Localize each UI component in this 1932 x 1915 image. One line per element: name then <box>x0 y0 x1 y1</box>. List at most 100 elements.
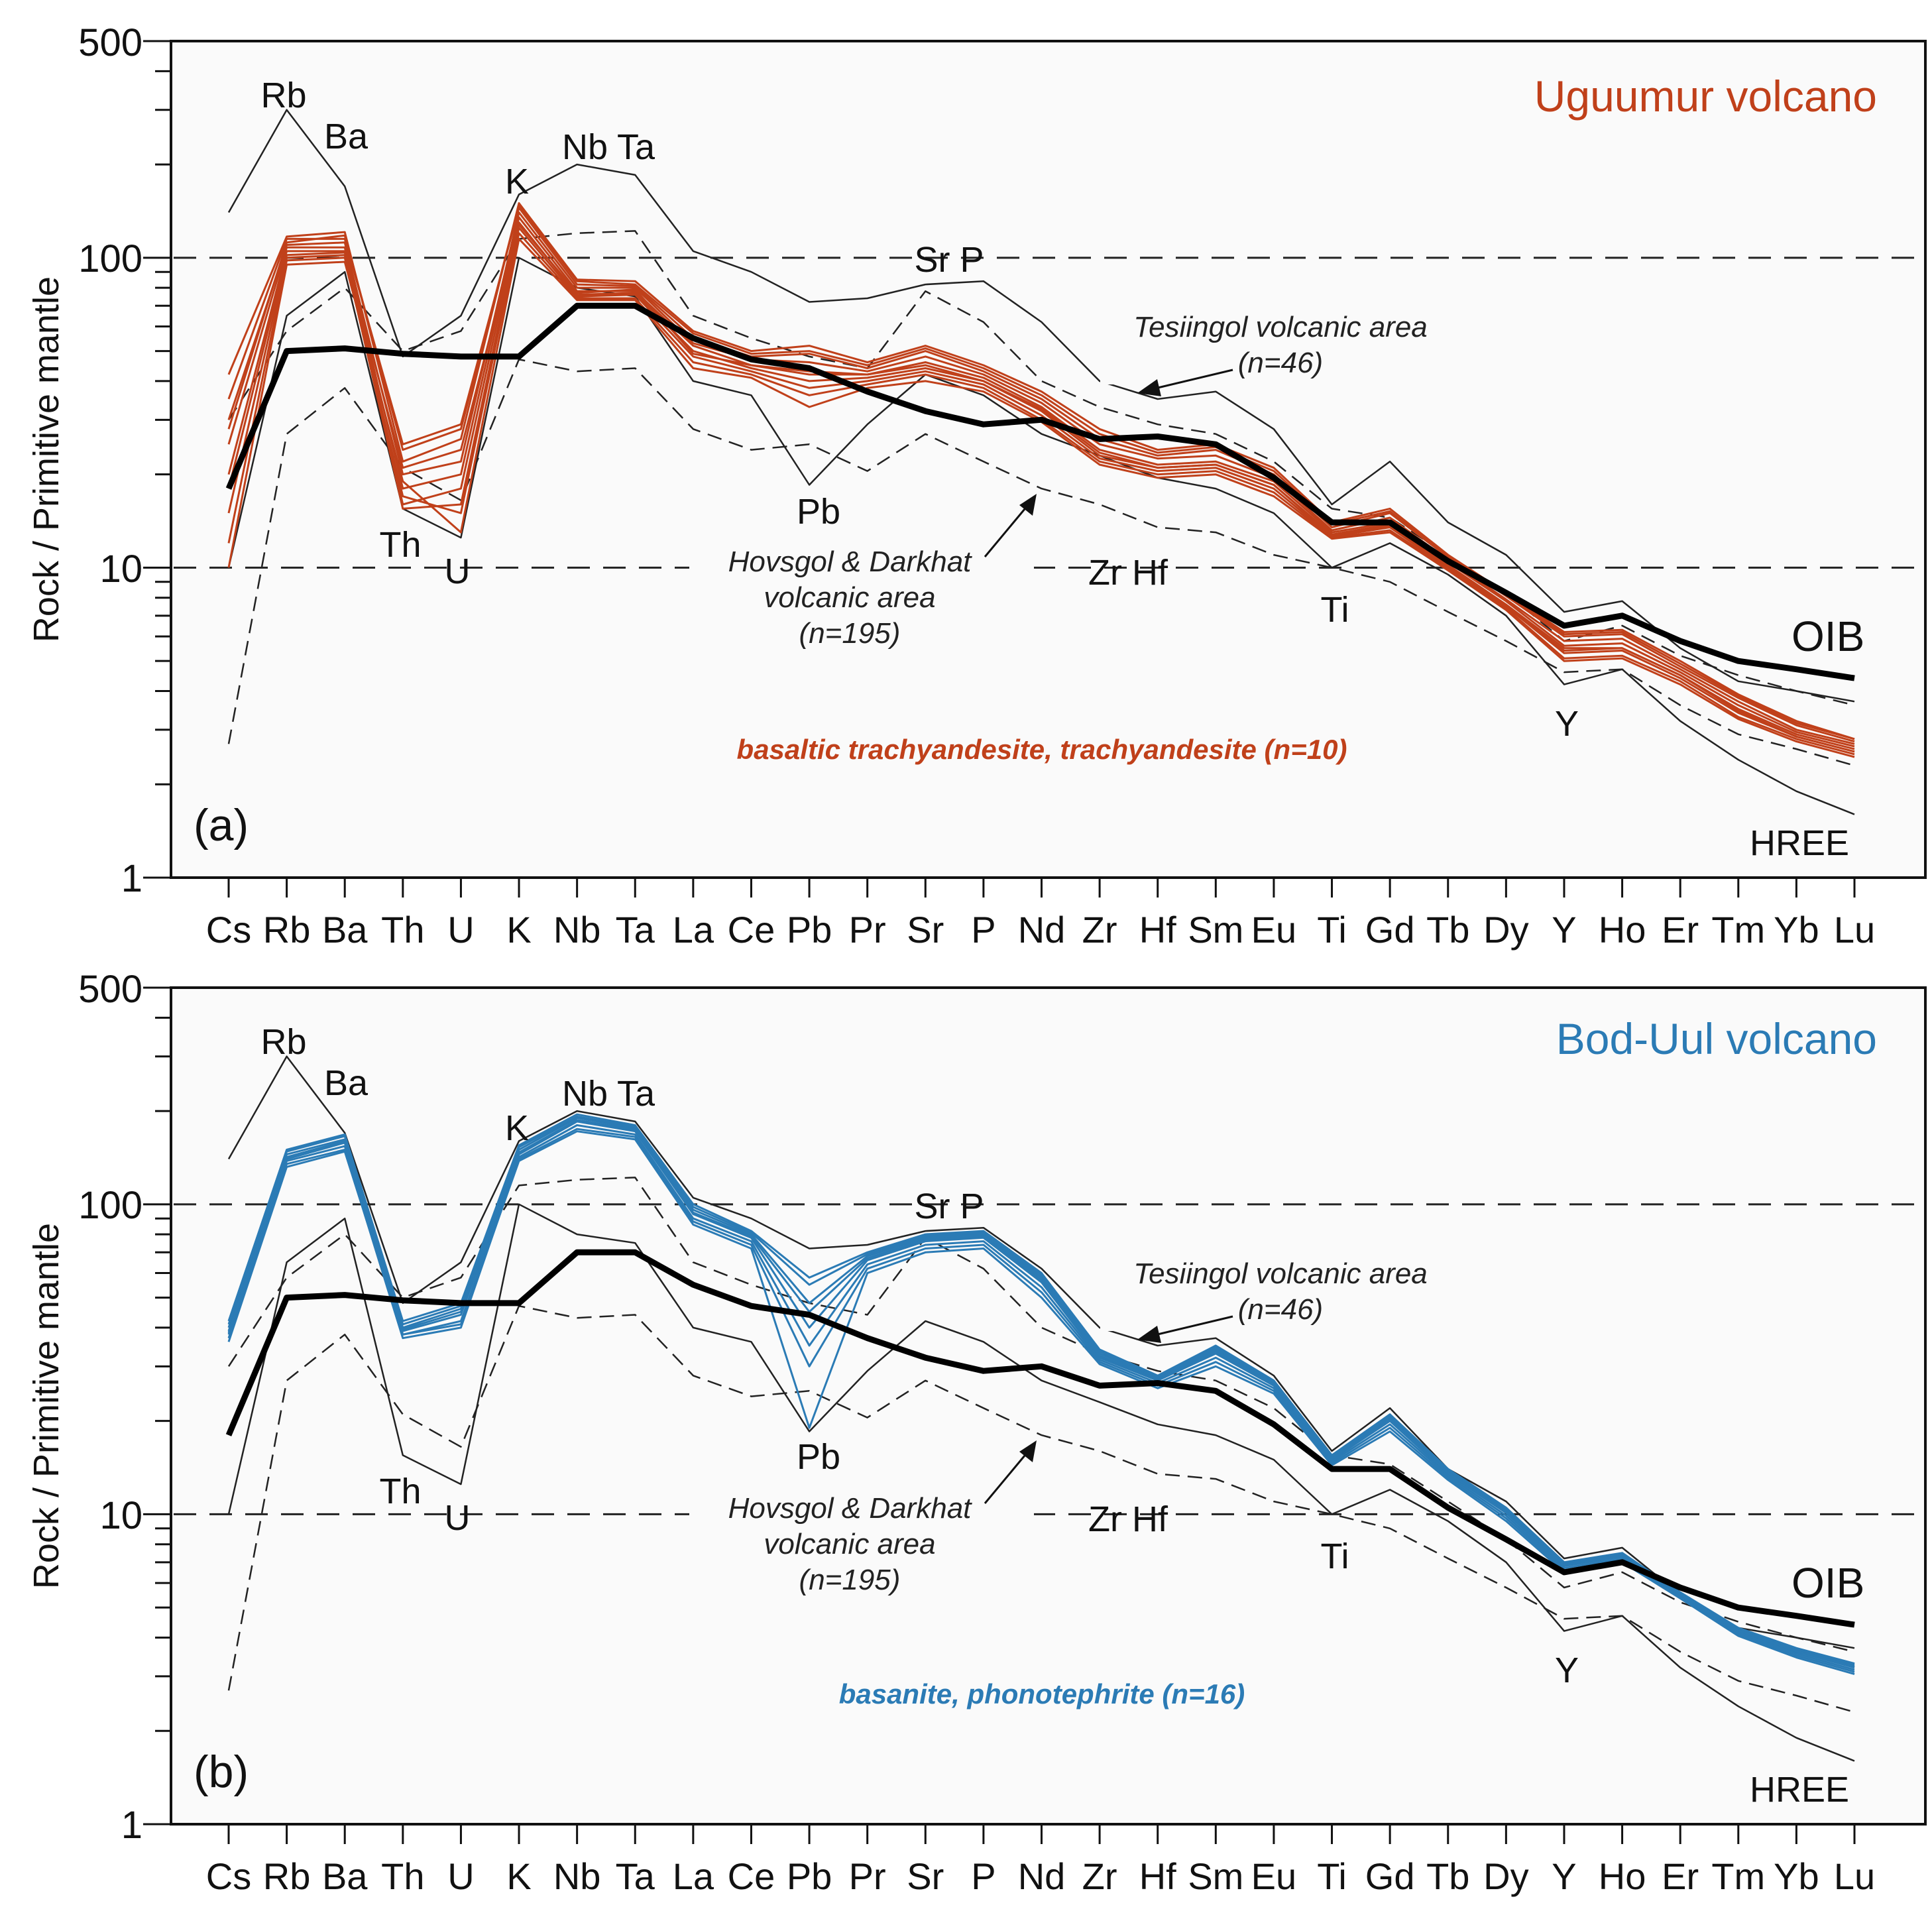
x-tick-label-th: Th <box>381 909 424 951</box>
panel-a-hovsgol-arrowhead <box>1019 494 1037 516</box>
x-tick-label-dy: Dy <box>1483 1855 1528 1897</box>
x-tick-label-nd: Nd <box>1018 1855 1066 1897</box>
panel-a-ytick-100: 100 <box>78 237 142 280</box>
x-tick-label-y: Y <box>1552 909 1576 951</box>
x-tick-label-k: K <box>506 1855 531 1897</box>
panel-b-tesiingol-label-line1: Tesiingol volcanic area <box>1133 1257 1428 1290</box>
panel-b-y-axis-label: Rock / Primitive mantle <box>27 1223 66 1589</box>
series-line-uguumur-sample-9 <box>227 203 1855 740</box>
panel-b-ytick-500: 500 <box>78 968 142 1011</box>
x-tick-label-pb: Pb <box>787 909 832 951</box>
panel-a-tesiingol-arrowhead <box>1137 379 1161 396</box>
series-line-tesiingol-lower <box>227 1203 1855 1762</box>
x-tick-label-th: Th <box>381 1855 424 1897</box>
panel-b-label-rb: Rb <box>260 1022 306 1062</box>
x-tick-label-lu: Lu <box>1834 1855 1875 1897</box>
panel-a-hovsgol-arrow <box>984 500 1033 557</box>
x-tick-label-ce: Ce <box>728 1855 775 1897</box>
x-tick-label-pr: Pr <box>849 1855 886 1897</box>
panel-b-ytick-1: 1 <box>121 1804 142 1847</box>
panel-a-x-ticks: Cs Rb Ba Th U K Nb Ta La Ce Pb Pr Sr P Nd Zr Hf Sm Eu Ti Gd T… <box>206 878 1875 951</box>
x-tick-label-rb: Rb <box>263 909 311 951</box>
x-tick-label-zr: Zr <box>1082 909 1117 951</box>
x-tick-label-er: Er <box>1662 909 1699 951</box>
panel-b-label: (b) <box>194 1747 249 1797</box>
x-tick-label-pb: Pb <box>787 1855 832 1897</box>
panel-b-label-y: Y <box>1555 1651 1579 1690</box>
panel-a-rock-type: basaltic trachyandesite, trachyandesite … <box>737 734 1347 765</box>
series-line-hovsgol-lower <box>227 1305 1855 1713</box>
x-tick-label-tm: Tm <box>1711 909 1765 951</box>
x-tick-label-cs: Cs <box>206 909 251 951</box>
panel-b-label-ba: Ba <box>324 1063 369 1103</box>
x-tick-label-ti: Ti <box>1317 909 1347 951</box>
x-tick-label-ce: Ce <box>728 909 775 951</box>
series-line-bod-uul-sample-8 <box>227 1119 1855 1668</box>
panel-b-label-oib: OIB <box>1791 1559 1864 1607</box>
panel-b-label-u: U <box>445 1498 471 1538</box>
panel-a-series <box>225 109 1855 815</box>
x-tick-label-ho: Ho <box>1599 909 1646 951</box>
panel-a-label-srp: Sr P <box>914 240 984 280</box>
panel-b: Cs Rb Ba Th U K Nb Ta La Ce Pb Pr Sr P Nd Zr Hf Sm Eu Ti Gd T… <box>27 968 1927 1897</box>
x-tick-label-ta: Ta <box>616 1855 655 1897</box>
x-tick-label-ti: Ti <box>1317 1855 1347 1897</box>
series-line-uguumur-sample-3 <box>227 211 1855 745</box>
x-tick-label-y: Y <box>1552 1855 1576 1897</box>
panel-b-label-pb: Pb <box>797 1437 840 1477</box>
panel-a-y-axis-label: Rock / Primitive mantle <box>27 276 66 642</box>
x-tick-label-eu: Eu <box>1251 1855 1297 1897</box>
panel-a-hovsgol-label-line3: (n=195) <box>799 617 901 650</box>
panel-b-hovsgol-label-bg <box>689 1491 1034 1604</box>
panel-b-hovsgol-arrowhead <box>1019 1440 1037 1462</box>
panel-b-hovsgol-label-line3: (n=195) <box>799 1564 901 1596</box>
x-tick-label-hf: Hf <box>1139 1855 1176 1897</box>
x-tick-label-tb: Tb <box>1426 1855 1469 1897</box>
panel-a-y-ticks <box>143 40 171 879</box>
x-tick-label-sm: Sm <box>1188 1855 1243 1897</box>
series-line-uguumur-sample-6 <box>227 227 1855 753</box>
x-tick-label-sr: Sr <box>907 1855 944 1897</box>
x-tick-label-yb: Yb <box>1774 1855 1819 1897</box>
panel-b-ytick-10: 10 <box>99 1494 142 1537</box>
panel-a-label-ti: Ti <box>1321 590 1349 630</box>
panel-b-tesiingol-label-bg <box>1100 1258 1445 1331</box>
panel-b-title: Bod-Uul volcano <box>1556 1014 1877 1063</box>
panel-b-label-srp: Sr P <box>914 1187 984 1226</box>
series-line-uguumur-sample-5 <box>227 221 1855 750</box>
x-tick-label-cs: Cs <box>206 1855 251 1897</box>
panel-a-ytick-1: 1 <box>121 857 142 900</box>
panel-a-hovsgol-label-bg <box>689 545 1034 658</box>
panel-a-tesiingol-label-bg <box>1100 312 1445 384</box>
panel-a-tesiingol-label-line2: (n=46) <box>1238 347 1323 379</box>
x-tick-label-rb: Rb <box>263 1855 311 1897</box>
panel-b-y-ticks <box>143 986 171 1826</box>
panel-a-label-th: Th <box>379 525 421 565</box>
x-tick-label-sm: Sm <box>1188 909 1243 951</box>
panel-b-label-ti: Ti <box>1321 1537 1349 1576</box>
x-tick-label-yb: Yb <box>1774 909 1819 951</box>
panel-a-title: Uguumur volcano <box>1534 72 1877 121</box>
panel-b-tesiingol-arrowhead <box>1137 1326 1161 1343</box>
panel-a-label: (a) <box>194 800 249 850</box>
panel-b-x-ticks: Cs Rb Ba Th U K Nb Ta La Ce Pb Pr Sr P Nd Zr Hf Sm Eu Ti Gd T… <box>206 1824 1875 1897</box>
x-tick-label-ho: Ho <box>1599 1855 1646 1897</box>
x-tick-label-ta: Ta <box>616 909 655 951</box>
panel-b-tesiingol-label-line2: (n=46) <box>1238 1293 1323 1326</box>
panel-a-label-oib: OIB <box>1791 612 1864 660</box>
x-tick-label-sr: Sr <box>907 909 944 951</box>
series-line-tesiingol-upper <box>227 109 1855 703</box>
series-line-hovsgol-upper <box>227 1177 1855 1653</box>
x-tick-label-gd: Gd <box>1365 1855 1415 1897</box>
x-tick-label-la: La <box>673 1855 714 1897</box>
series-line-bod-uul-sample-4 <box>227 1124 1855 1671</box>
x-tick-label-lu: Lu <box>1834 909 1875 951</box>
panel-b-hovsgol-arrow <box>984 1447 1033 1504</box>
panel-b-ytick-100: 100 <box>78 1184 142 1227</box>
series-line-tesiingol-upper <box>227 1055 1855 1649</box>
panel-b-hovsgol-label-line2: volcanic area <box>764 1528 935 1560</box>
x-tick-label-hf: Hf <box>1139 909 1176 951</box>
x-tick-label-tm: Tm <box>1711 1855 1765 1897</box>
panel-a-label-nbta: Nb Ta <box>562 127 655 167</box>
